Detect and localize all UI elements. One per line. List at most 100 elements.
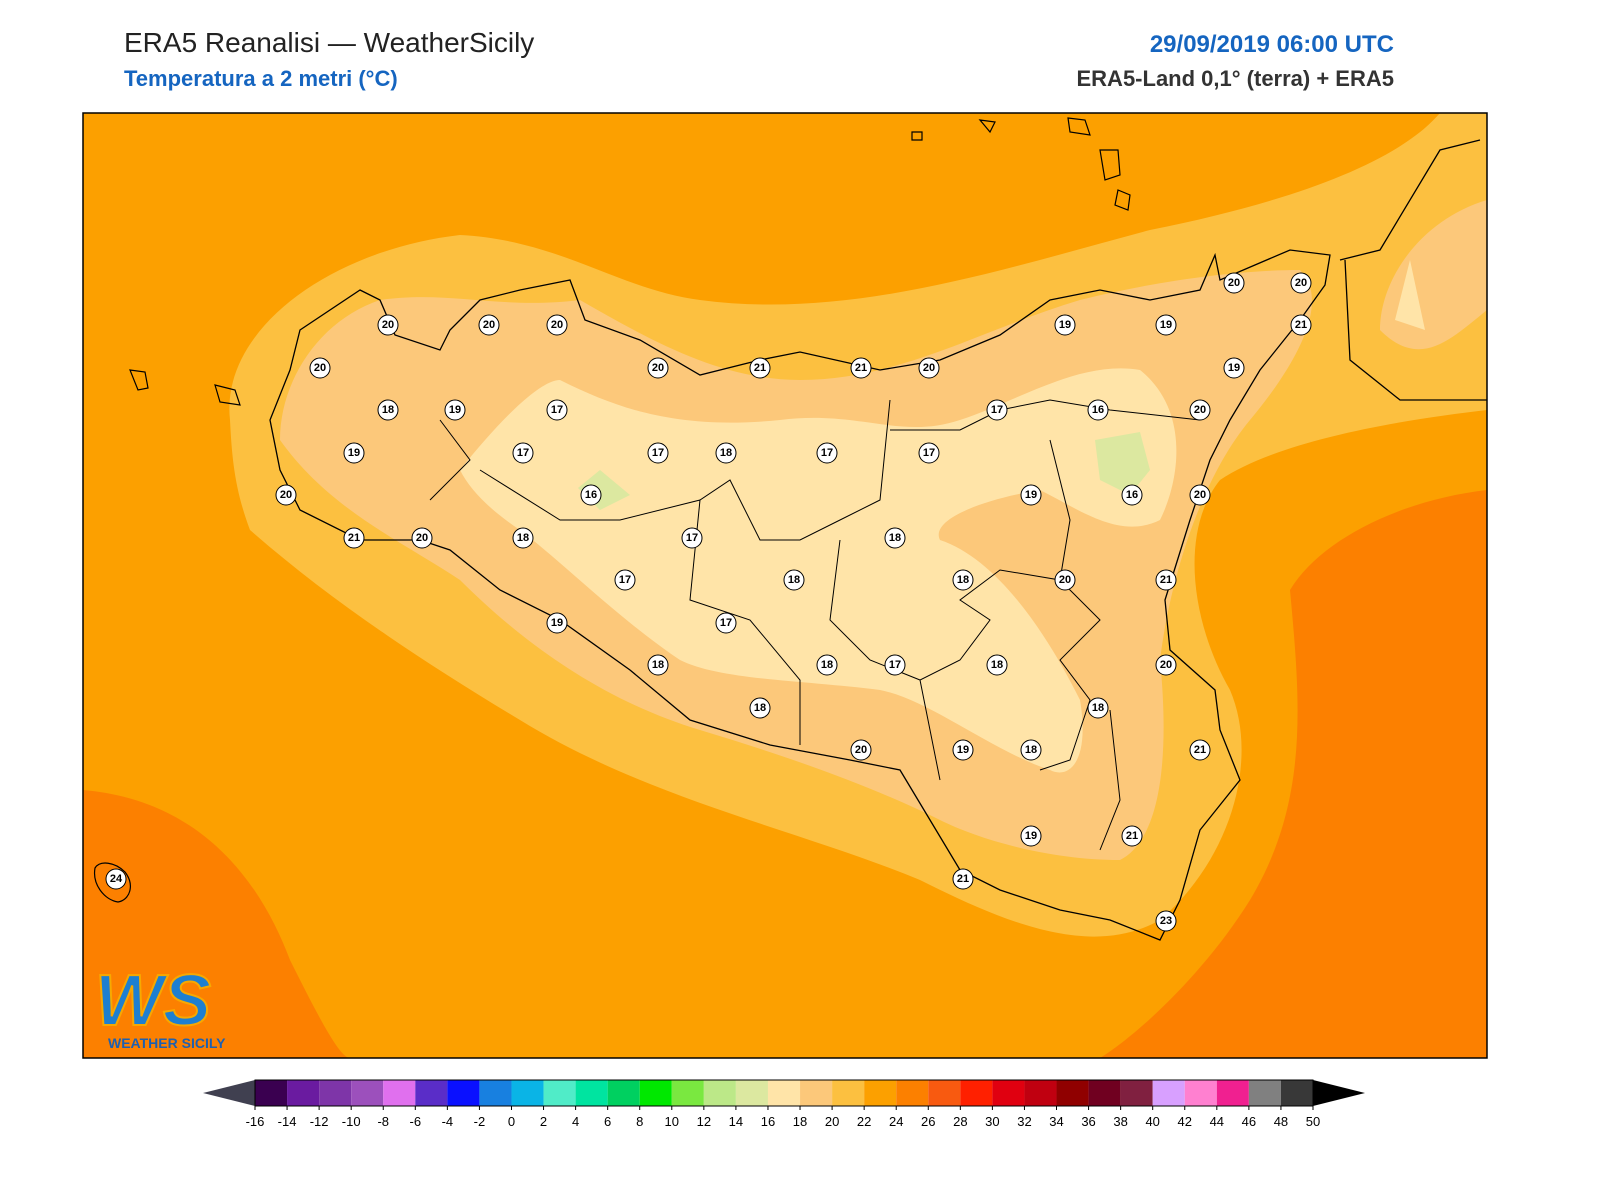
station: 18: [647, 654, 669, 676]
colorbar-label: -10: [342, 1114, 361, 1129]
colorbar-box: [671, 1080, 704, 1106]
map: 20 20 20 20 20 21 21 20 19 19 20 20 21 19 18 19 17 17 16 20…: [82, 112, 1488, 1059]
colorbar-under: [203, 1080, 255, 1106]
calabria-coast: [1339, 139, 1487, 401]
station-label: 21: [1160, 574, 1172, 586]
colorbar-box: [1248, 1080, 1281, 1106]
station-label: 20: [652, 362, 664, 374]
station: 18: [783, 569, 805, 591]
colorbar-box: [1024, 1080, 1057, 1106]
colorbar-box: [639, 1080, 672, 1106]
station-marker: [952, 569, 974, 591]
station: 19: [1020, 484, 1042, 506]
station-label: 18: [889, 532, 901, 544]
colorbar-label: 2: [540, 1114, 547, 1129]
station-marker: [1155, 654, 1177, 676]
station-label: 18: [517, 532, 529, 544]
station: 21: [1155, 569, 1177, 591]
colorbar-box: [1088, 1080, 1121, 1106]
station: 19: [444, 399, 466, 421]
station-marker: [850, 739, 872, 761]
station: 20: [1290, 272, 1312, 294]
colorbar-box: [1120, 1080, 1153, 1106]
station-label: 21: [1194, 744, 1206, 756]
station-label: 19: [1059, 319, 1071, 331]
station-label: 17: [991, 404, 1003, 416]
logo-text: WEATHER SICILY: [108, 1035, 226, 1051]
station-label: 17: [923, 447, 935, 459]
station-label: 23: [1160, 915, 1172, 927]
station-label: 20: [314, 362, 326, 374]
station-marker: [918, 357, 940, 379]
station-marker: [884, 654, 906, 676]
colorbar-box: [1184, 1080, 1217, 1106]
colorbar-frame: [254, 1079, 1314, 1107]
station-marker: [309, 357, 331, 379]
colorbar-box: [896, 1080, 929, 1106]
colorbar-label: 26: [921, 1114, 935, 1129]
station-marker: [1087, 399, 1109, 421]
colorbar-label: 36: [1081, 1114, 1095, 1129]
colorbar-box: [447, 1080, 480, 1106]
station: 19: [952, 739, 974, 761]
station-marker: [1087, 697, 1109, 719]
colorbar-label: 40: [1145, 1114, 1159, 1129]
station-marker: [343, 527, 365, 549]
station: 20: [478, 314, 500, 336]
station-marker: [647, 442, 669, 464]
province-borders: [429, 399, 1201, 851]
station: 18: [715, 442, 737, 464]
colorbar-label: 44: [1210, 1114, 1224, 1129]
source: ERA5-Land 0,1° (terra) + ERA5: [1077, 66, 1395, 91]
colorbar-box: [928, 1080, 961, 1106]
colorbar-label: 6: [604, 1114, 611, 1129]
station: 21: [952, 868, 974, 890]
colorbar-label: -12: [310, 1114, 329, 1129]
station: 24: [105, 868, 127, 890]
field-26: [1100, 490, 1487, 1058]
stations: 20 20 20 20 20 21 21 20 19 19 20 20 21 19 18 19 17 17 16 20…: [105, 272, 1312, 932]
colorbar-label: -16: [246, 1114, 265, 1129]
station: 19: [343, 442, 365, 464]
colorbar-label: 16: [761, 1114, 775, 1129]
colorbar-label: 38: [1113, 1114, 1127, 1129]
station: 21: [850, 357, 872, 379]
station: 20: [1189, 399, 1211, 421]
station-label: 18: [1092, 702, 1104, 714]
colorbar-label: -6: [410, 1114, 422, 1129]
station: 21: [749, 357, 771, 379]
station-label: 20: [1194, 489, 1206, 501]
colorbar-box: [992, 1080, 1025, 1106]
station-label: 17: [517, 447, 529, 459]
station: 21: [1189, 739, 1211, 761]
station: 18: [952, 569, 974, 591]
colorbar-label: 8: [636, 1114, 643, 1129]
colorbar-box: [1152, 1080, 1185, 1106]
colorbar-label: 24: [889, 1114, 903, 1129]
colorbar-label: -14: [278, 1114, 297, 1129]
station: 21: [1290, 314, 1312, 336]
station-label: 20: [1295, 277, 1307, 289]
colorbar-box: [864, 1080, 897, 1106]
station-label: 20: [1228, 277, 1240, 289]
station-label: 16: [1092, 404, 1104, 416]
station-label: 19: [1025, 830, 1037, 842]
colorbar-box: [1280, 1080, 1313, 1106]
station-marker: [614, 569, 636, 591]
station-marker: [1155, 314, 1177, 336]
station-marker: [681, 527, 703, 549]
station: 20: [647, 357, 669, 379]
colorbar-box: [319, 1080, 352, 1106]
station-marker: [580, 484, 602, 506]
station: 17: [647, 442, 669, 464]
colorbar-label: 34: [1049, 1114, 1063, 1129]
colorbar-box: [832, 1080, 865, 1106]
station: 16: [1121, 484, 1143, 506]
station: 17: [546, 399, 568, 421]
station: 20: [546, 314, 568, 336]
colorbar-box: [383, 1080, 416, 1106]
station-label: 19: [1228, 362, 1240, 374]
colorbar-label: 48: [1274, 1114, 1288, 1129]
station-marker: [1189, 399, 1211, 421]
